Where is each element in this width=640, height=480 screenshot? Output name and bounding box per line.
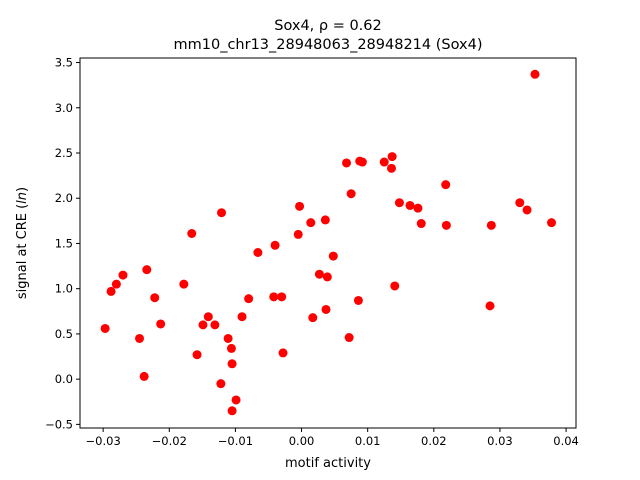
x-axis-label: motif activity — [285, 456, 371, 471]
data-point — [346, 189, 356, 199]
data-point — [387, 152, 397, 162]
data-point — [135, 333, 145, 343]
data-point — [106, 286, 116, 296]
data-point — [547, 218, 557, 228]
data-point — [522, 205, 532, 215]
data-point — [142, 265, 152, 275]
data-point — [344, 333, 354, 343]
y-tick-label: 0.5 — [55, 327, 73, 341]
data-point — [515, 198, 525, 208]
data-point — [226, 343, 236, 353]
data-point — [244, 294, 254, 304]
data-point — [156, 319, 166, 329]
data-point — [118, 270, 128, 280]
data-point — [237, 312, 247, 322]
x-tick-label: 0.01 — [355, 434, 381, 448]
x-tick-label: −0.01 — [218, 434, 253, 448]
data-point — [321, 304, 331, 314]
x-tick-label: 0.03 — [487, 434, 513, 448]
data-point — [322, 272, 332, 282]
data-point — [379, 157, 389, 167]
data-point — [416, 219, 426, 229]
data-point — [394, 198, 404, 208]
data-point — [216, 379, 226, 389]
data-point — [342, 158, 352, 168]
data-point — [357, 157, 367, 167]
data-point — [223, 333, 233, 343]
data-point — [390, 281, 400, 291]
data-point — [328, 251, 338, 261]
data-point — [217, 208, 227, 218]
x-tick-label: 0.00 — [289, 434, 315, 448]
y-tick-label: 1.0 — [55, 282, 73, 296]
data-point — [192, 350, 202, 360]
data-point — [231, 395, 241, 405]
data-point — [227, 359, 237, 369]
data-point — [293, 229, 303, 239]
data-point — [139, 371, 149, 381]
data-point — [386, 163, 396, 173]
data-point — [277, 292, 287, 302]
data-point — [441, 220, 451, 230]
data-point — [308, 313, 318, 323]
data-point — [295, 201, 305, 211]
data-point — [441, 180, 451, 190]
data-point — [269, 292, 279, 302]
data-point — [306, 218, 316, 228]
y-tick-label: 2.0 — [55, 191, 73, 205]
chart-title-line2: mm10_chr13_28948063_28948214 (Sox4) — [174, 37, 483, 53]
data-point — [227, 406, 237, 416]
data-point — [187, 229, 197, 239]
y-tick-label: 2.5 — [55, 146, 73, 160]
data-point — [530, 69, 540, 79]
y-tick-label: 1.5 — [55, 236, 73, 250]
y-tick-label: 3.5 — [55, 56, 73, 70]
plot-area — [100, 69, 557, 416]
data-point — [405, 200, 415, 210]
y-tick-label: 3.0 — [55, 101, 73, 115]
y-axis-label: signal at CRE (ln) — [15, 187, 30, 299]
data-point — [100, 323, 110, 333]
data-point — [253, 247, 263, 257]
data-point — [320, 215, 330, 225]
data-point — [150, 293, 160, 303]
data-point — [203, 312, 213, 322]
data-point — [198, 320, 208, 330]
data-point — [314, 269, 324, 279]
data-point — [111, 279, 121, 289]
y-tick-label: −0.5 — [45, 417, 73, 431]
x-axis: −0.03 −0.02 −0.01 0.00 0.01 0.02 0.03 0.04 — [86, 428, 579, 448]
data-point — [210, 320, 220, 330]
chart-title-line1: Sox4, ρ = 0.62 — [274, 18, 382, 34]
data-point — [270, 240, 280, 250]
x-tick-label: 0.02 — [421, 434, 447, 448]
data-point — [486, 220, 496, 230]
data-point — [413, 203, 423, 213]
data-point — [278, 348, 288, 358]
x-tick-label: −0.03 — [86, 434, 121, 448]
data-point — [179, 279, 189, 289]
x-tick-label: 0.04 — [553, 434, 579, 448]
data-point — [353, 295, 363, 305]
y-tick-label: 0.0 — [55, 372, 73, 386]
data-point — [485, 301, 495, 311]
x-tick-label: −0.02 — [152, 434, 187, 448]
y-axis: −0.5 0.0 0.5 1.0 1.5 2.0 2.5 3.0 3.5 — [45, 56, 80, 431]
